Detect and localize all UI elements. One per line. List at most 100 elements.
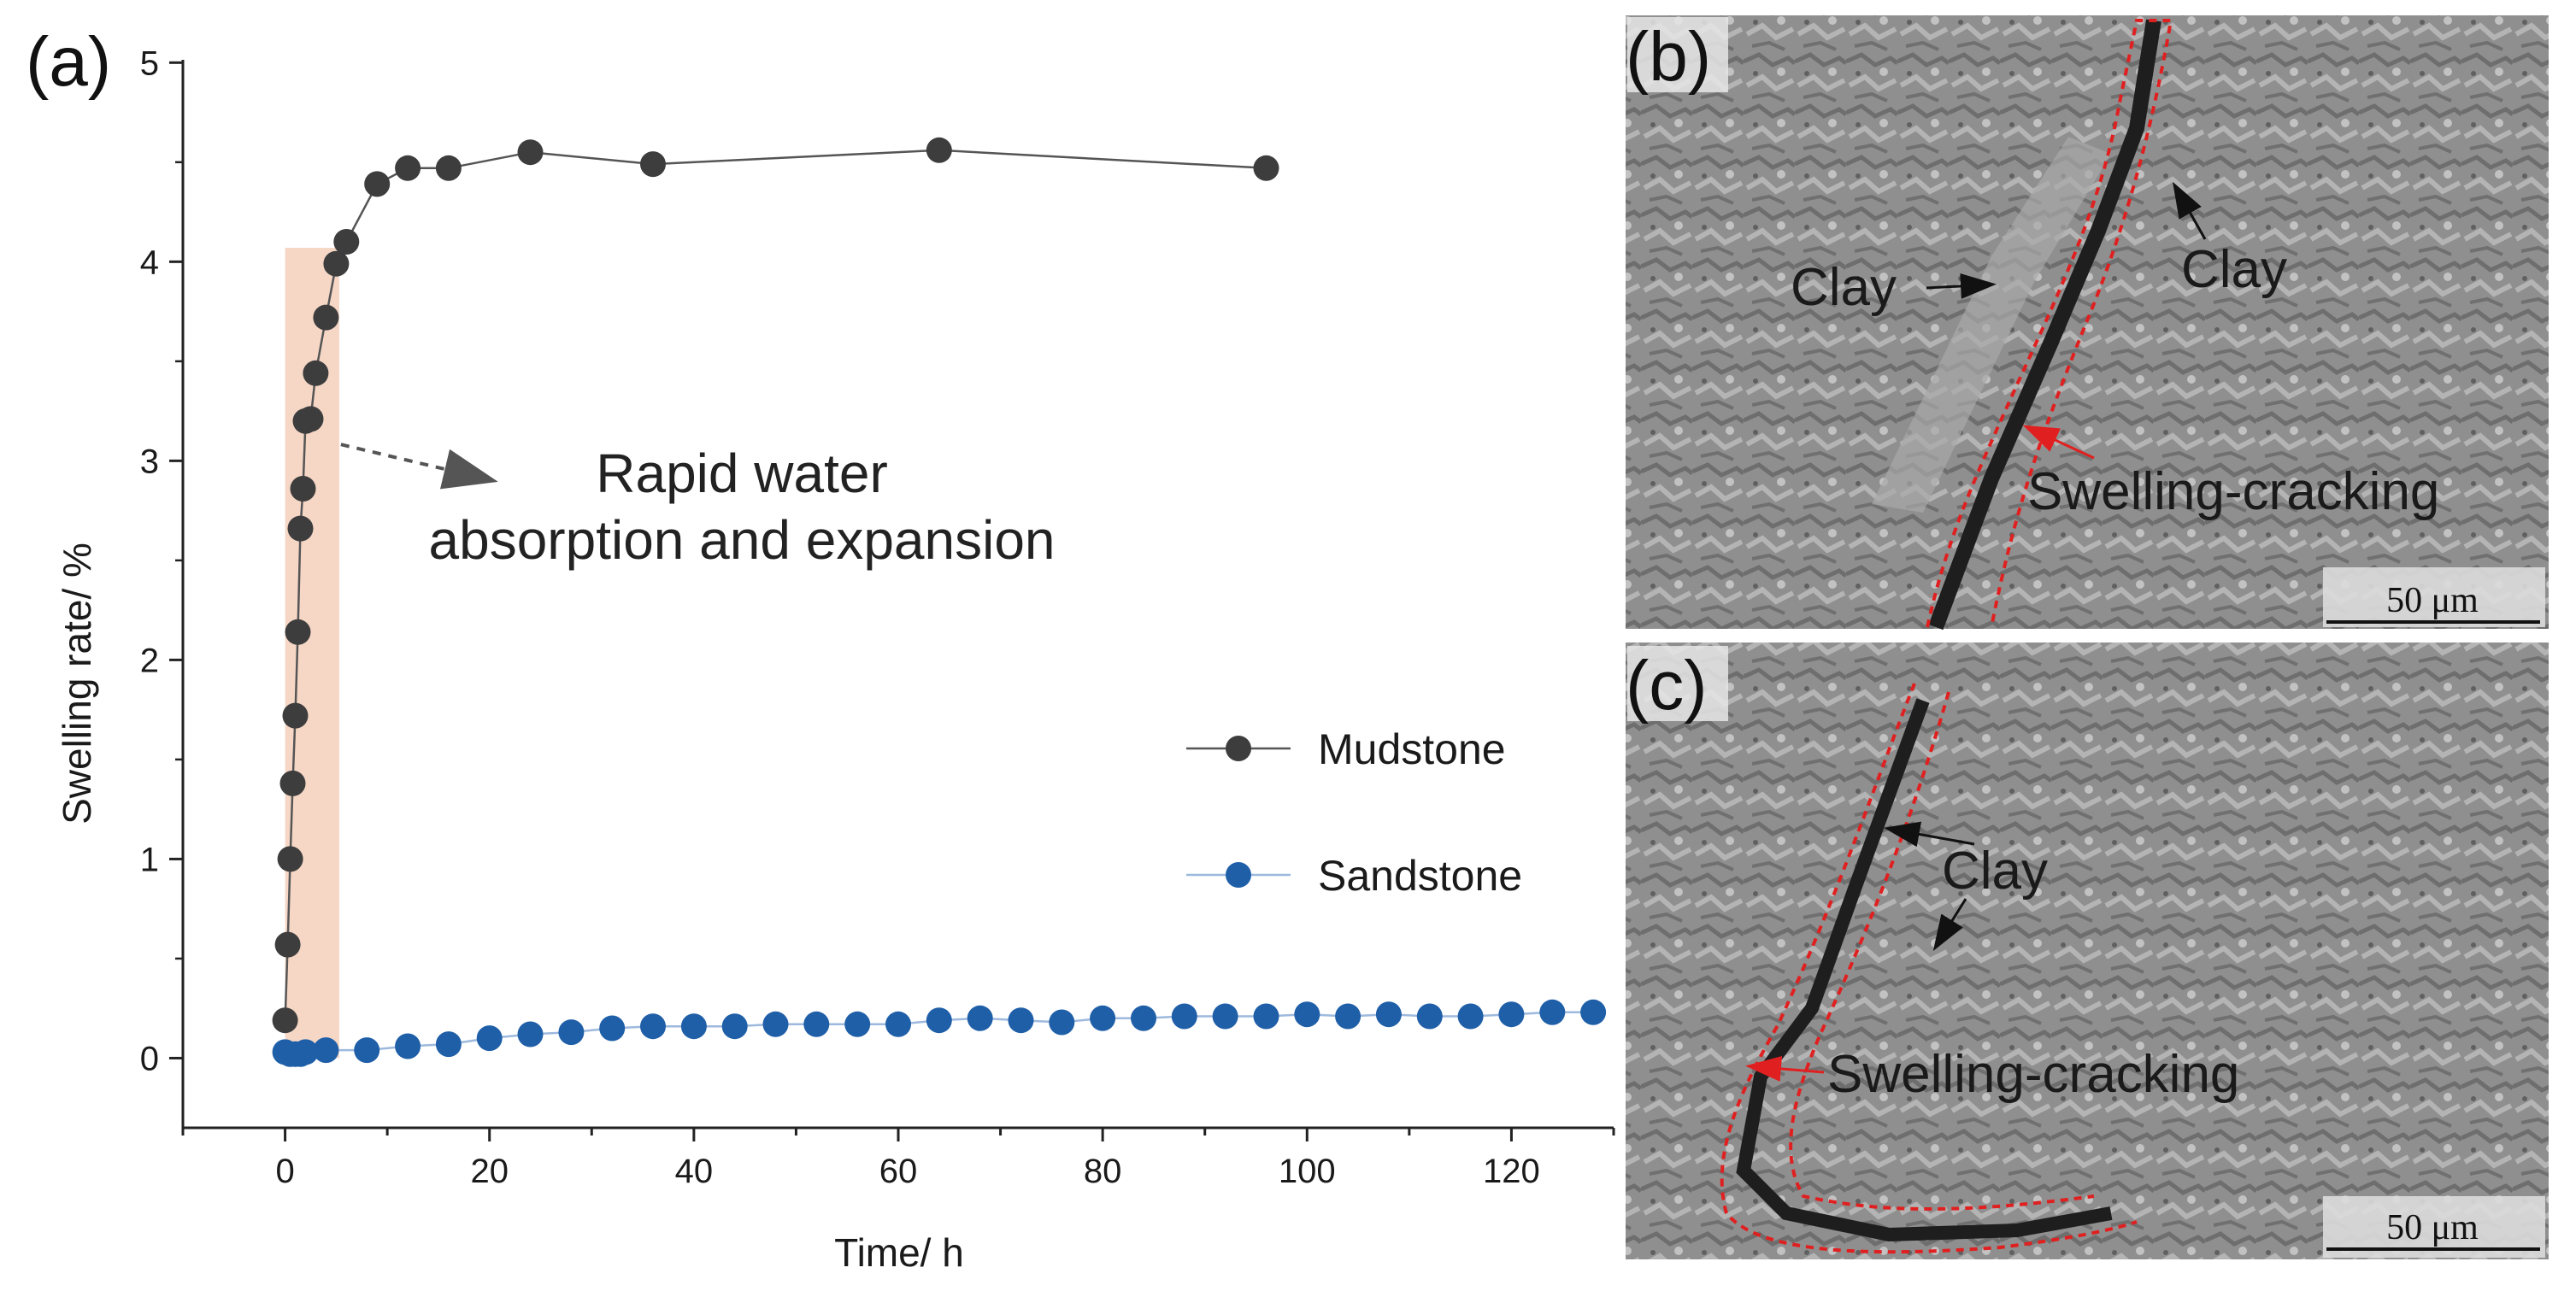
sandstone-point xyxy=(292,1039,319,1065)
y-tick-label: 0 xyxy=(140,1040,159,1077)
y-axis-ticks: 0 1 2 3 4 5 xyxy=(140,44,183,1077)
y-axis-title: Swelling rate/ % xyxy=(55,543,99,824)
sem-b-label-swelling-cracking: Swelling-cracking xyxy=(2027,462,2439,521)
mudstone-point xyxy=(285,619,311,645)
legend-label-mudstone: Mudstone xyxy=(1318,725,1506,773)
series-points xyxy=(272,137,1607,1067)
mudstone-point xyxy=(272,1007,298,1034)
sandstone-point xyxy=(435,1031,462,1058)
sem-b-label-backing xyxy=(1627,17,1728,92)
mudstone-point xyxy=(1253,155,1279,181)
x-tick-label: 80 xyxy=(1084,1153,1122,1190)
sem-b-crack xyxy=(1928,19,2161,631)
sandstone-point xyxy=(1498,1001,1525,1028)
sem-c-label-swelling-cracking: Swelling-cracking xyxy=(1827,1045,2239,1104)
sandstone-point xyxy=(1253,1003,1279,1030)
sandstone-point xyxy=(1416,1003,1443,1030)
sandstone-point xyxy=(640,1013,666,1040)
y-tick-label: 5 xyxy=(140,44,159,82)
annotation-arrow xyxy=(339,443,498,490)
mudstone-point xyxy=(640,151,666,178)
sandstone-point xyxy=(1539,999,1566,1025)
panel-label-a: (a) xyxy=(26,23,111,101)
sem-b-scale-label: 50 μm xyxy=(2386,581,2479,620)
sem-c-arrow-clay-upper xyxy=(1884,821,1975,848)
y-tick-label: 3 xyxy=(140,443,159,480)
sem-image-panel-b: (b) Clay Clay Swelling-cracking 50 μm xyxy=(1626,15,2549,631)
mudstone-point xyxy=(303,360,329,386)
sandstone-point xyxy=(395,1033,421,1059)
sem-c-label-backing xyxy=(1627,646,1728,721)
sandstone-point xyxy=(1131,1005,1156,1031)
annotation-line-2: absorption and expansion xyxy=(429,509,1056,571)
sem-image-panel-c: (c) Clay Swelling-cracking 50 μm xyxy=(1626,643,2549,1259)
sem-b-clay-flake xyxy=(1872,137,2111,513)
x-tick-label: 120 xyxy=(1483,1153,1540,1190)
mudstone-point xyxy=(282,702,309,729)
sem-c-background xyxy=(1626,643,2549,1259)
mudstone-point xyxy=(435,155,462,181)
mudstone-point xyxy=(364,171,391,197)
mudstone-point xyxy=(290,476,316,502)
sandstone-point xyxy=(885,1011,911,1037)
mudstone-point xyxy=(323,250,350,277)
x-axis-ticks: 0 20 40 60 80 100 120 xyxy=(181,1128,1615,1190)
sandstone-point xyxy=(313,1037,339,1064)
sandstone-point xyxy=(599,1015,626,1042)
sem-c-label-clay: Clay xyxy=(1942,842,2048,901)
mudstone-point xyxy=(313,304,339,331)
legend-item-sandstone: Sandstone xyxy=(1186,852,1522,900)
x-tick-label: 20 xyxy=(470,1153,509,1190)
mudstone-point xyxy=(279,770,306,796)
sandstone-point xyxy=(680,1013,707,1040)
x-tick-label: 40 xyxy=(675,1153,714,1190)
sem-c-arrow-clay-lower xyxy=(1932,898,1967,952)
sandstone-point xyxy=(803,1011,830,1037)
sandstone-point xyxy=(721,1013,748,1040)
sem-b-arrow-swelling xyxy=(2022,425,2095,460)
sandstone-point xyxy=(558,1019,585,1046)
sem-b-arrow-clay-left xyxy=(1926,273,1997,299)
sandstone-point xyxy=(1008,1007,1034,1034)
sandstone-point xyxy=(844,1011,871,1037)
legend-item-mudstone: Mudstone xyxy=(1186,725,1506,773)
legend-marker-sandstone xyxy=(1226,862,1251,888)
mudstone-point xyxy=(274,931,301,958)
panel-label-c: (c) xyxy=(1626,647,1708,725)
sem-b-label-clay-left: Clay xyxy=(1791,258,1897,317)
mudstone-point xyxy=(517,139,544,166)
sandstone-point xyxy=(1457,1003,1484,1030)
sem-c-arrow-swelling xyxy=(1745,1055,1825,1082)
sem-b-arrow-clay-right xyxy=(2173,181,2207,240)
sandstone-point xyxy=(476,1025,503,1052)
sandstone-point xyxy=(926,1007,952,1034)
sandstone-point xyxy=(517,1021,544,1047)
sandstone-point xyxy=(1090,1005,1116,1031)
x-tick-label: 60 xyxy=(879,1153,918,1190)
series-lines xyxy=(284,149,1594,1056)
panel-label-b: (b) xyxy=(1626,18,1711,96)
y-tick-label: 2 xyxy=(140,642,159,679)
y-tick-label: 4 xyxy=(140,244,159,281)
x-tick-label: 100 xyxy=(1279,1153,1336,1190)
sem-c-crack-outline xyxy=(1720,683,2138,1254)
y-tick-label: 1 xyxy=(140,841,159,878)
annotation-line-1: Rapid water xyxy=(596,443,888,504)
mudstone-point xyxy=(395,155,421,181)
sandstone-point xyxy=(762,1011,789,1037)
mudstone-point xyxy=(333,229,360,255)
legend-label-sandstone: Sandstone xyxy=(1318,852,1522,900)
sem-c-crack xyxy=(1736,698,2113,1242)
mudstone-point xyxy=(277,846,303,872)
sem-b-crack-outline xyxy=(1926,19,2173,628)
sandstone-point xyxy=(1375,1001,1402,1028)
legend: Mudstone Sandstone xyxy=(1186,725,1522,900)
mudstone-point xyxy=(287,515,314,542)
sem-b-scale-box xyxy=(2323,567,2545,627)
sandstone-point xyxy=(1580,999,1607,1025)
sandstone-point xyxy=(1049,1009,1075,1036)
mudstone-point xyxy=(297,406,324,432)
mudstone-point xyxy=(926,137,952,163)
